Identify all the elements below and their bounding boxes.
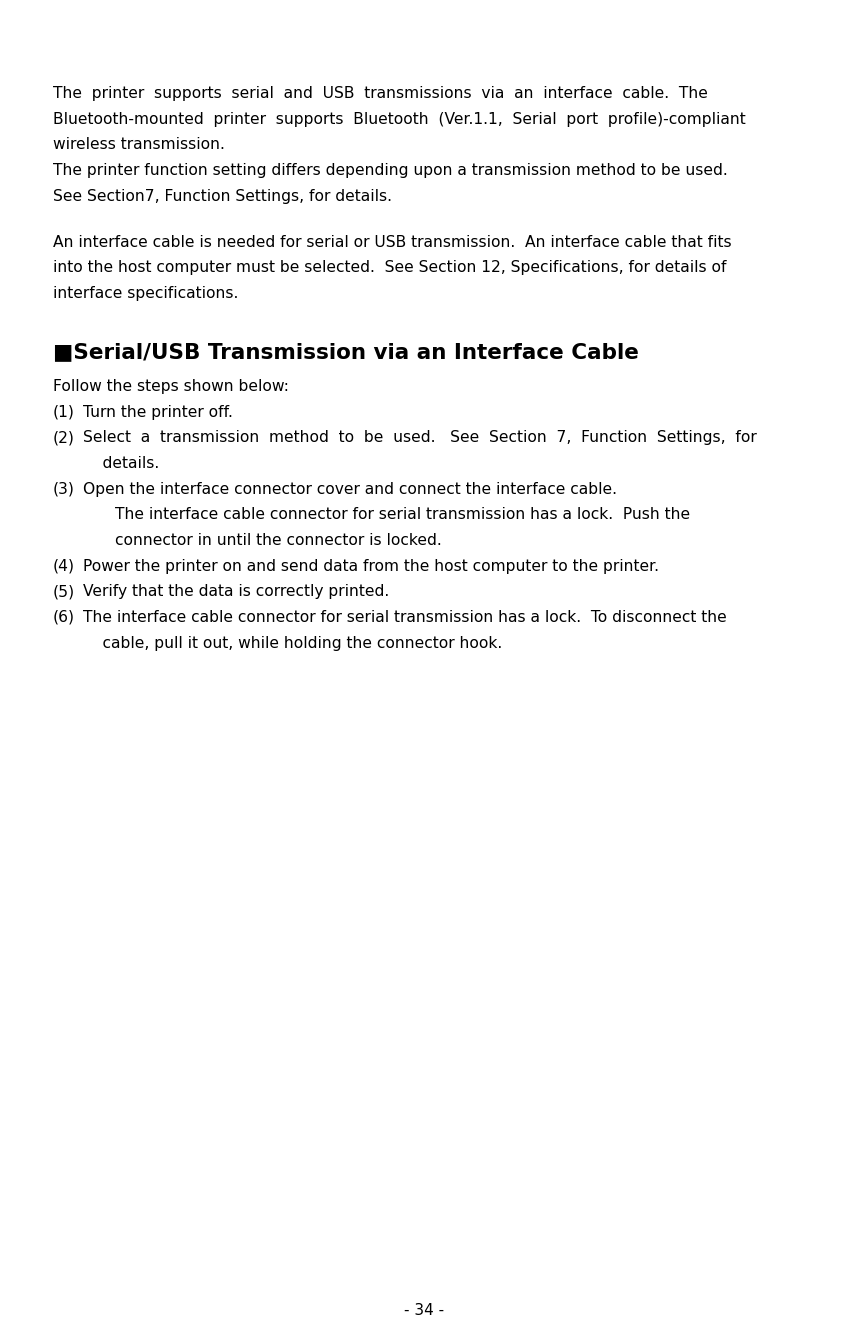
Text: (2): (2) (53, 430, 75, 445)
Text: Power the printer on and send data from the host computer to the printer.: Power the printer on and send data from … (83, 558, 659, 574)
Text: An interface cable is needed for serial or USB transmission.  An interface cable: An interface cable is needed for serial … (53, 234, 731, 250)
Text: The printer function setting differs depending upon a transmission method to be : The printer function setting differs dep… (53, 163, 728, 178)
Text: Verify that the data is correctly printed.: Verify that the data is correctly printe… (83, 585, 390, 599)
Text: into the host computer must be selected.  See Section 12, Specifications, for de: into the host computer must be selected.… (53, 261, 726, 276)
Text: See Section7, Function Settings, for details.: See Section7, Function Settings, for det… (53, 189, 391, 204)
Text: Follow the steps shown below:: Follow the steps shown below: (53, 378, 289, 394)
Text: (1): (1) (53, 405, 75, 420)
Text: The  printer  supports  serial  and  USB  transmissions  via  an  interface  cab: The printer supports serial and USB tran… (53, 87, 707, 101)
Text: Open the interface connector cover and connect the interface cable.: Open the interface connector cover and c… (83, 482, 617, 497)
Text: (5): (5) (53, 585, 75, 599)
Text: (4): (4) (53, 558, 75, 574)
Text: The interface cable connector for serial transmission has a lock.  To disconnect: The interface cable connector for serial… (83, 610, 727, 625)
Text: details.: details. (83, 456, 160, 472)
Text: Select  a  transmission  method  to  be  used.   See  Section  7,  Function  Set: Select a transmission method to be used.… (83, 430, 757, 445)
Text: cable, pull it out, while holding the connector hook.: cable, pull it out, while holding the co… (83, 635, 503, 650)
Text: connector in until the connector is locked.: connector in until the connector is lock… (115, 533, 441, 547)
Text: wireless transmission.: wireless transmission. (53, 137, 224, 152)
Text: The interface cable connector for serial transmission has a lock.  Push the: The interface cable connector for serial… (115, 507, 689, 522)
Text: - 34 -: - 34 - (404, 1303, 445, 1317)
Text: (3): (3) (53, 482, 75, 497)
Text: Turn the printer off.: Turn the printer off. (83, 405, 233, 420)
Text: interface specifications.: interface specifications. (53, 286, 238, 301)
Text: Bluetooth-mounted  printer  supports  Bluetooth  (Ver.1.1,  Serial  port  profil: Bluetooth-mounted printer supports Bluet… (53, 112, 745, 127)
Text: (6): (6) (53, 610, 75, 625)
Text: 8. CONNECTING TO THE HOST COMPUTER: 8. CONNECTING TO THE HOST COMPUTER (86, 15, 763, 43)
Text: ■Serial/USB Transmission via an Interface Cable: ■Serial/USB Transmission via an Interfac… (53, 342, 638, 362)
